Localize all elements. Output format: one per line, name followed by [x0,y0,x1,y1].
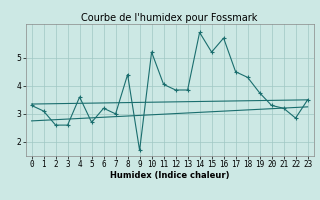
X-axis label: Humidex (Indice chaleur): Humidex (Indice chaleur) [110,171,229,180]
Title: Courbe de l'humidex pour Fossmark: Courbe de l'humidex pour Fossmark [81,13,258,23]
